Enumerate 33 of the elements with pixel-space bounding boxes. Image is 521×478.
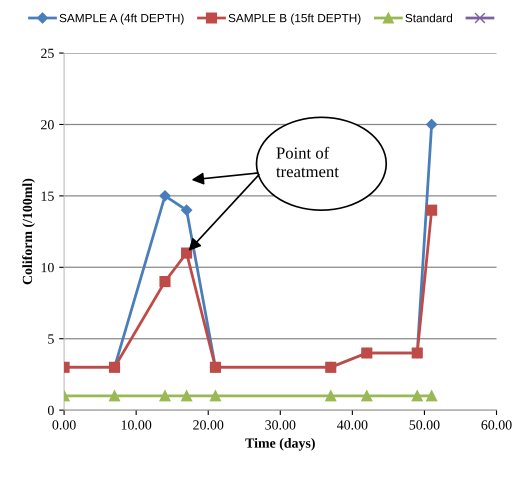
x-tick-label: 40.00 — [337, 420, 368, 430]
point — [426, 390, 438, 402]
x-axis-title: Time (days) — [245, 438, 315, 451]
point — [159, 190, 171, 202]
legend-label: Standard — [405, 14, 452, 22]
point — [426, 118, 438, 130]
x-tick-label: 60.00 — [481, 420, 512, 430]
legend-label: SAMPLE A (4ft DEPTH) — [60, 14, 184, 25]
y-tick-label: 25 — [41, 48, 54, 58]
x-tick-label: 50.00 — [410, 420, 440, 430]
point — [426, 204, 438, 216]
y-tick-label: 20 — [41, 120, 54, 130]
x-tick-label: 0.00 — [52, 420, 76, 430]
y-tick-label: 5 — [48, 334, 54, 344]
y-axis-title: Coliform (/100ml) — [22, 178, 35, 284]
point — [159, 390, 171, 402]
x-tick-label: 20.00 — [193, 420, 224, 430]
y-tick-label: 0 — [48, 406, 54, 416]
x-tick-label: 30.00 — [265, 420, 296, 430]
point — [412, 390, 423, 402]
point — [361, 390, 372, 402]
y-tick-label: 10 — [42, 262, 54, 272]
point — [108, 390, 120, 402]
point — [181, 390, 192, 402]
point — [325, 390, 336, 402]
point — [159, 276, 171, 288]
annotation: Point of treatment — [276, 146, 339, 178]
point — [210, 390, 221, 402]
point — [181, 204, 192, 216]
legend-label: SAMPLE B (15ft DEPTH) — [228, 14, 360, 25]
point — [181, 247, 192, 259]
x-tick-label: 10.00 — [122, 420, 152, 430]
y-tick-label: 15 — [42, 192, 54, 201]
